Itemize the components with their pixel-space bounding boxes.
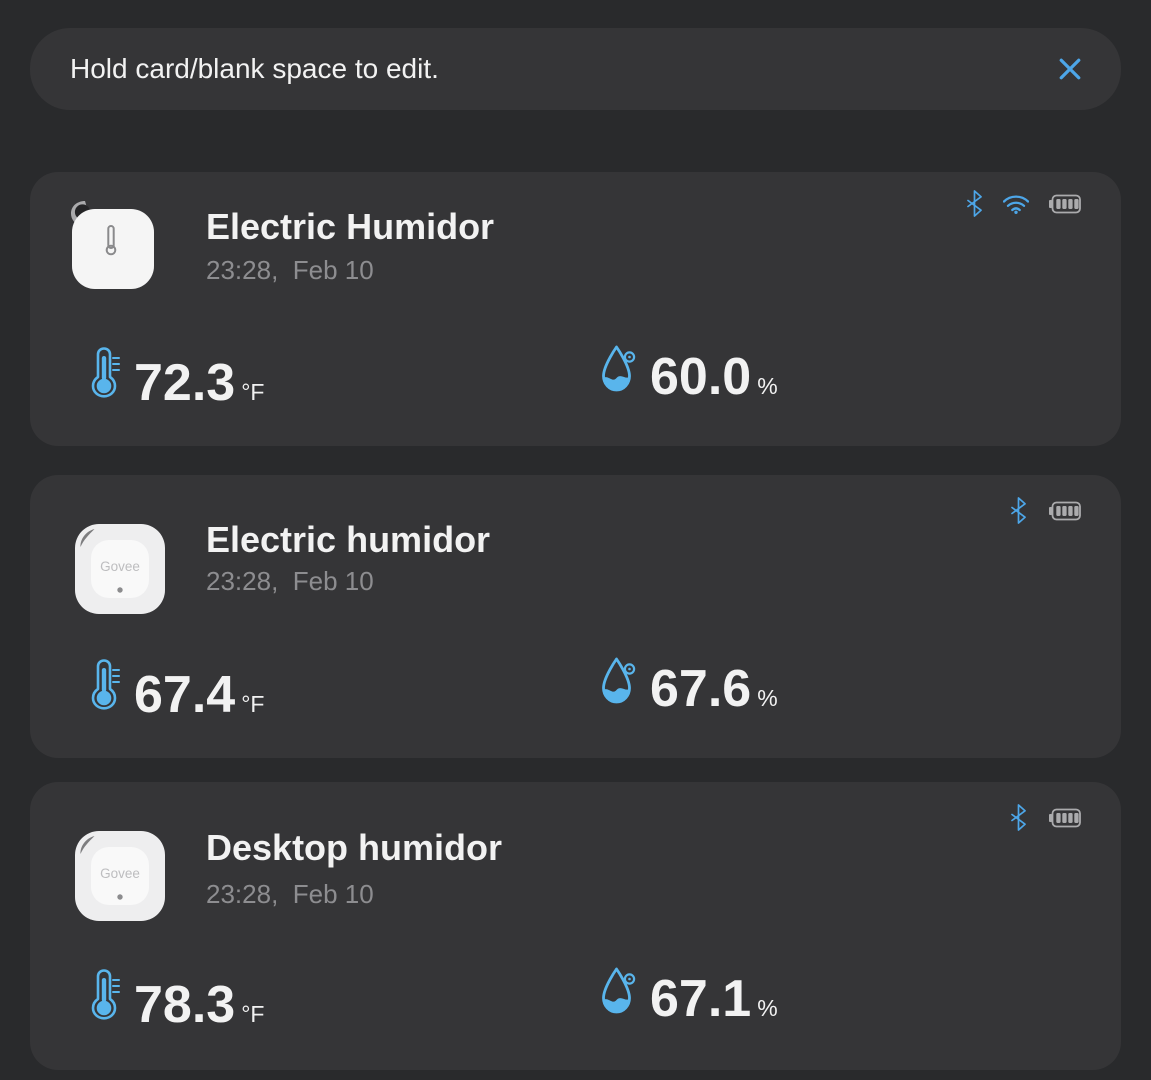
svg-text:Govee: Govee (100, 866, 140, 881)
svg-text:Govee: Govee (100, 559, 140, 574)
